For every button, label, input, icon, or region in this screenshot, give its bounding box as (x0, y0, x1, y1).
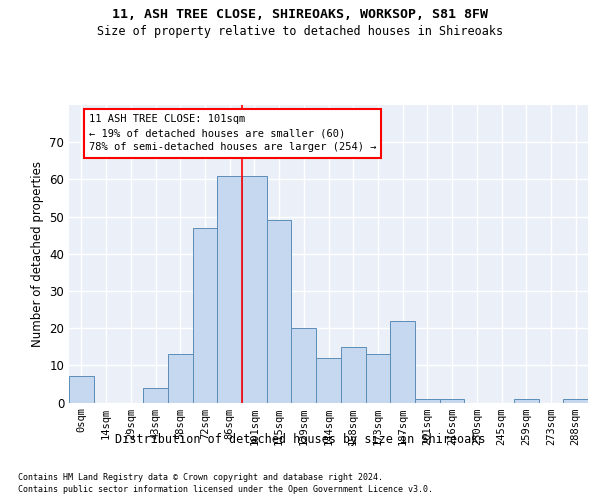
Bar (415, 399, 440, 402)
Bar (316, 358, 341, 403)
Text: Contains HM Land Registry data © Crown copyright and database right 2024.: Contains HM Land Registry data © Crown c… (18, 472, 383, 482)
Bar (365, 354, 390, 403)
Bar (514, 399, 539, 402)
Text: Distribution of detached houses by size in Shireoaks: Distribution of detached houses by size … (115, 432, 485, 446)
Text: Size of property relative to detached houses in Shireoaks: Size of property relative to detached ho… (97, 25, 503, 38)
Bar (267, 220, 292, 402)
Bar (168, 354, 193, 403)
Bar (69, 376, 94, 402)
Bar (242, 176, 267, 402)
Text: Contains public sector information licensed under the Open Government Licence v3: Contains public sector information licen… (18, 485, 433, 494)
Bar (563, 399, 588, 402)
Bar (217, 176, 242, 402)
Bar (390, 320, 415, 402)
Bar (440, 399, 464, 402)
Y-axis label: Number of detached properties: Number of detached properties (31, 161, 44, 347)
Bar (143, 388, 168, 402)
Text: 11, ASH TREE CLOSE, SHIREOAKS, WORKSOP, S81 8FW: 11, ASH TREE CLOSE, SHIREOAKS, WORKSOP, … (112, 8, 488, 20)
Bar (292, 328, 316, 402)
Bar (193, 228, 217, 402)
Text: 11 ASH TREE CLOSE: 101sqm
← 19% of detached houses are smaller (60)
78% of semi-: 11 ASH TREE CLOSE: 101sqm ← 19% of detac… (89, 114, 376, 152)
Bar (341, 346, 365, 403)
